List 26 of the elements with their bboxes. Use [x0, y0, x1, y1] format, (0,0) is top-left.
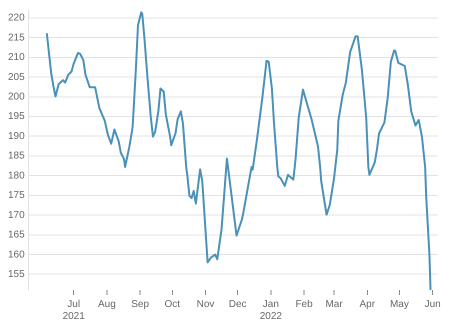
y-tick-label: 210: [8, 52, 26, 64]
y-tick-label: 180: [8, 170, 26, 182]
x-tick-label: Aug: [98, 298, 116, 310]
y-tick-label: 195: [8, 111, 26, 122]
y-tick-label: 215: [8, 32, 26, 44]
y-tick-label: 155: [8, 268, 26, 280]
x-tick-label: Oct: [164, 298, 180, 310]
y-tick-label: 175: [8, 190, 26, 202]
x-tick-label: May: [390, 298, 409, 310]
y-tick-label: 160: [8, 249, 26, 260]
x-tick-label: Apr: [360, 298, 376, 310]
x-tick-label: Dec: [228, 298, 247, 310]
x-tick-label: Feb: [295, 298, 314, 310]
x-tick-label: Nov: [196, 298, 214, 310]
x-tick-label: Jun: [424, 298, 441, 310]
x-tick-label: Jul 2021: [62, 298, 86, 322]
y-tick-label: 220: [8, 12, 26, 24]
y-tick-label: 185: [8, 150, 26, 162]
y-tick-label: 205: [8, 72, 26, 83]
x-tick-label: Mar: [325, 298, 344, 310]
y-tick-label: 165: [8, 230, 26, 241]
y-tick-label: 190: [8, 130, 26, 142]
y-tick-label: 200: [8, 92, 26, 103]
x-tick-label: Sep: [131, 298, 150, 310]
y-tick-label: 170: [8, 210, 26, 221]
x-tick-label: Jan 2022: [260, 298, 282, 322]
